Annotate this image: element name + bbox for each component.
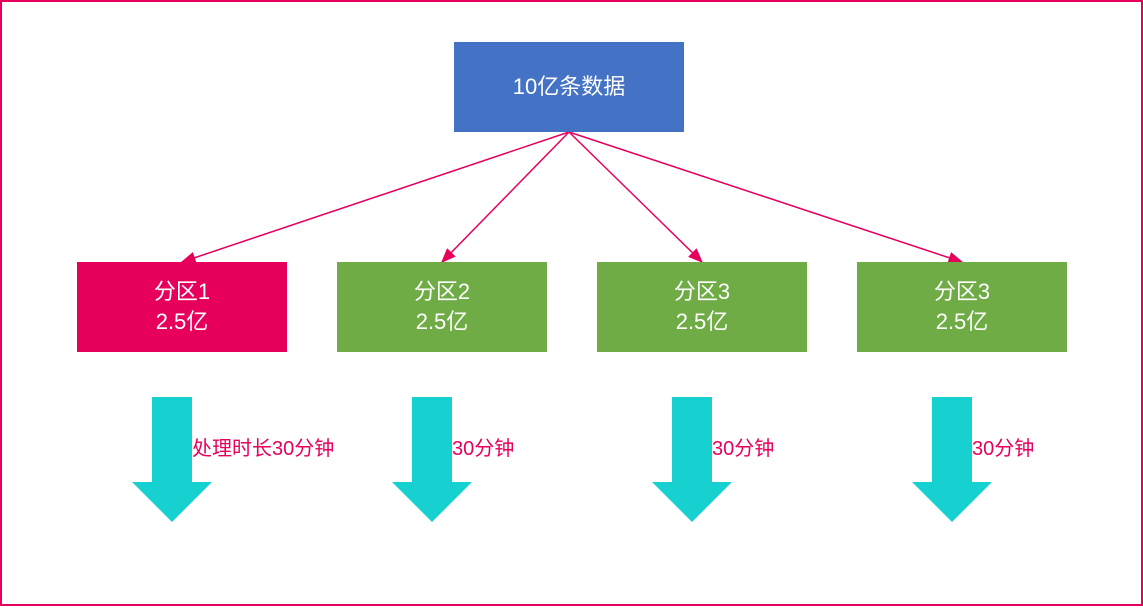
process-label-1: 处理时长30分钟 — [192, 432, 334, 461]
process-label-2: 30分钟 — [452, 432, 514, 461]
partition-sub: 2.5亿 — [416, 307, 469, 337]
down-arrow-head-1 — [132, 482, 212, 522]
diagram-canvas: 10亿条数据 分区12.5亿分区22.5亿分区32.5亿分区32.5亿 处理时长… — [0, 0, 1143, 606]
down-arrow-shaft-3 — [672, 397, 712, 482]
partition-node-1: 分区12.5亿 — [77, 262, 287, 352]
partition-title: 分区1 — [154, 277, 210, 307]
edge-4 — [569, 132, 962, 262]
down-arrow-head-2 — [392, 482, 472, 522]
down-arrow-head-3 — [652, 482, 732, 522]
partition-title: 分区3 — [934, 277, 990, 307]
partition-node-3: 分区32.5亿 — [597, 262, 807, 352]
partition-node-2: 分区22.5亿 — [337, 262, 547, 352]
partition-node-4: 分区32.5亿 — [857, 262, 1067, 352]
partition-sub: 2.5亿 — [936, 307, 989, 337]
down-arrow-head-4 — [912, 482, 992, 522]
root-label: 10亿条数据 — [513, 72, 625, 102]
edge-3 — [569, 132, 702, 262]
process-label-3: 30分钟 — [712, 432, 774, 461]
partition-sub: 2.5亿 — [156, 307, 209, 337]
down-arrow-shaft-1 — [152, 397, 192, 482]
process-label-4: 30分钟 — [972, 432, 1034, 461]
partition-title: 分区3 — [674, 277, 730, 307]
partition-sub: 2.5亿 — [676, 307, 729, 337]
down-arrow-shaft-2 — [412, 397, 452, 482]
down-arrow-shaft-4 — [932, 397, 972, 482]
partition-title: 分区2 — [414, 277, 470, 307]
edge-2 — [442, 132, 569, 262]
root-node: 10亿条数据 — [454, 42, 684, 132]
edge-1 — [182, 132, 569, 262]
